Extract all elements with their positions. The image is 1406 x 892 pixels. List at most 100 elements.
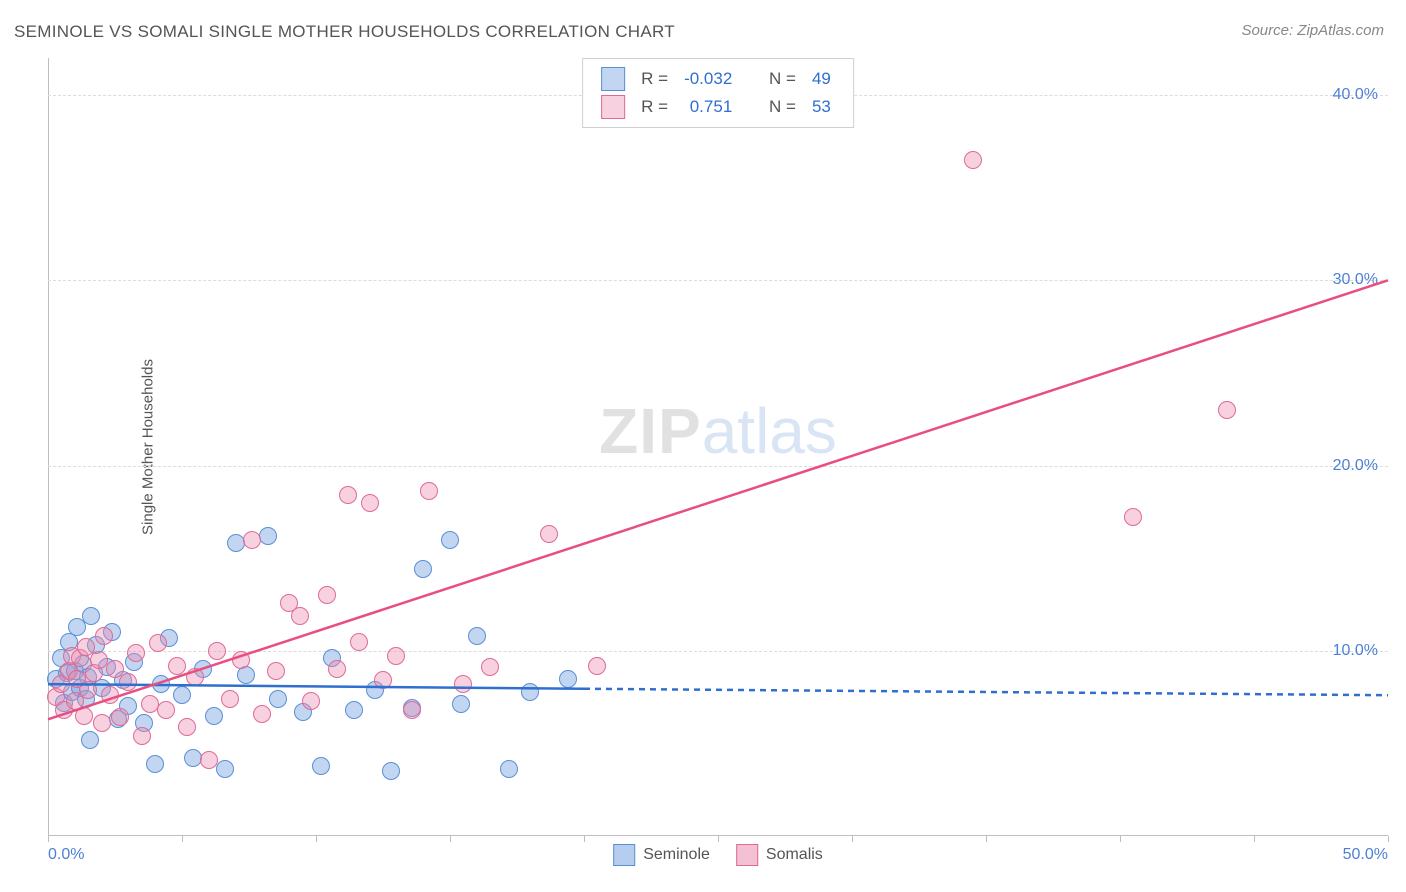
data-point-seminole xyxy=(173,686,191,704)
data-point-somalis xyxy=(350,633,368,651)
data-point-somalis xyxy=(200,751,218,769)
data-point-somalis xyxy=(75,707,93,725)
data-point-somalis xyxy=(253,705,271,723)
data-point-somalis xyxy=(454,675,472,693)
data-point-somalis xyxy=(101,686,119,704)
data-point-somalis xyxy=(318,586,336,604)
legend-r-label: R = xyxy=(633,65,676,93)
data-point-somalis xyxy=(374,671,392,689)
data-point-somalis xyxy=(149,634,167,652)
watermark-atlas: atlas xyxy=(702,395,837,467)
data-point-somalis xyxy=(339,486,357,504)
regression-line-dashed-seminole xyxy=(584,689,1388,695)
data-point-seminole xyxy=(146,755,164,773)
data-point-seminole xyxy=(259,527,277,545)
data-point-seminole xyxy=(269,690,287,708)
data-point-seminole xyxy=(441,531,459,549)
gridline xyxy=(48,651,1388,652)
data-point-somalis xyxy=(420,482,438,500)
legend-swatch-icon xyxy=(613,844,635,866)
data-point-seminole xyxy=(205,707,223,725)
data-point-seminole xyxy=(312,757,330,775)
legend-r-label: R = xyxy=(633,93,676,121)
source-attribution: Source: ZipAtlas.com xyxy=(1241,22,1384,39)
data-point-seminole xyxy=(500,760,518,778)
x-tick-label: 0.0% xyxy=(48,846,84,864)
y-axis-label: Single Mother Households xyxy=(139,359,156,535)
data-point-somalis xyxy=(90,651,108,669)
y-tick-label: 40.0% xyxy=(1333,86,1378,104)
x-tick xyxy=(182,836,183,842)
legend-n-label: N = xyxy=(761,65,804,93)
regression-line-somalis xyxy=(48,280,1388,719)
legend-n-value-seminole: 49 xyxy=(804,65,839,93)
data-point-seminole xyxy=(521,683,539,701)
data-point-somalis xyxy=(208,642,226,660)
legend-r-value-seminole: -0.032 xyxy=(676,65,740,93)
data-point-seminole xyxy=(559,670,577,688)
data-point-somalis xyxy=(403,701,421,719)
data-point-somalis xyxy=(186,668,204,686)
data-point-seminole xyxy=(152,675,170,693)
legend-r-value-somalis: 0.751 xyxy=(676,93,740,121)
data-point-somalis xyxy=(1124,508,1142,526)
data-point-somalis xyxy=(588,657,606,675)
data-point-somalis xyxy=(168,657,186,675)
x-tick xyxy=(852,836,853,842)
legend-n-label: N = xyxy=(761,93,804,121)
y-tick-label: 20.0% xyxy=(1333,457,1378,475)
x-tick xyxy=(1388,836,1389,842)
data-point-seminole xyxy=(414,560,432,578)
x-tick xyxy=(1120,836,1121,842)
series-legend: Seminole Somalis xyxy=(613,844,823,866)
x-tick xyxy=(1254,836,1255,842)
regression-lines-layer xyxy=(48,58,1388,836)
data-point-seminole xyxy=(452,695,470,713)
data-point-somalis xyxy=(93,714,111,732)
data-point-seminole xyxy=(82,607,100,625)
data-point-somalis xyxy=(291,607,309,625)
x-tick xyxy=(316,836,317,842)
data-point-somalis xyxy=(95,627,113,645)
data-point-somalis xyxy=(481,658,499,676)
data-point-somalis xyxy=(1218,401,1236,419)
x-tick xyxy=(718,836,719,842)
data-point-somalis xyxy=(540,525,558,543)
legend-swatch-seminole xyxy=(601,67,625,91)
data-point-somalis xyxy=(127,644,145,662)
chart-title: SEMINOLE VS SOMALI SINGLE MOTHER HOUSEHO… xyxy=(14,22,675,42)
legend-item-somalis: Somalis xyxy=(736,844,823,866)
data-point-somalis xyxy=(79,681,97,699)
watermark: ZIPatlas xyxy=(599,394,837,468)
scatter-plot: Single Mother Households ZIPatlas R = -0… xyxy=(48,58,1388,836)
data-point-somalis xyxy=(302,692,320,710)
gridline xyxy=(48,280,1388,281)
data-point-somalis xyxy=(133,727,151,745)
gridline xyxy=(48,466,1388,467)
x-tick xyxy=(986,836,987,842)
data-point-seminole xyxy=(468,627,486,645)
data-point-seminole xyxy=(382,762,400,780)
x-tick xyxy=(48,836,49,842)
x-tick xyxy=(450,836,451,842)
data-point-somalis xyxy=(178,718,196,736)
data-point-somalis xyxy=(232,651,250,669)
correlation-legend: R = -0.032 N = 49 R = 0.751 N = 53 xyxy=(582,58,854,128)
watermark-zip: ZIP xyxy=(599,395,702,467)
data-point-somalis xyxy=(157,701,175,719)
data-point-somalis xyxy=(964,151,982,169)
x-tick-label: 50.0% xyxy=(1343,846,1388,864)
data-point-somalis xyxy=(111,708,129,726)
x-tick xyxy=(584,836,585,842)
legend-swatch-icon xyxy=(736,844,758,866)
legend-swatch-somalis xyxy=(601,95,625,119)
data-point-somalis xyxy=(221,690,239,708)
data-point-somalis xyxy=(267,662,285,680)
legend-label-somalis: Somalis xyxy=(766,846,823,864)
legend-n-value-somalis: 53 xyxy=(804,93,839,121)
legend-item-seminole: Seminole xyxy=(613,844,710,866)
y-tick-label: 30.0% xyxy=(1333,271,1378,289)
data-point-seminole xyxy=(345,701,363,719)
data-point-somalis xyxy=(328,660,346,678)
legend-label-seminole: Seminole xyxy=(643,846,710,864)
